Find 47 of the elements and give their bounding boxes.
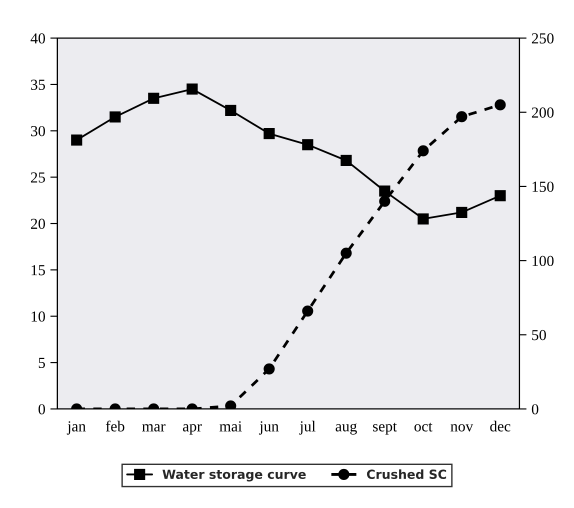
- y2-tick-label: 0: [532, 404, 538, 414]
- x-tick-label: mai: [220, 421, 242, 432]
- x-tick-label: sept: [373, 422, 397, 435]
- y-tick-label: 15: [32, 265, 45, 276]
- point: [225, 400, 236, 409]
- point: [186, 84, 198, 95]
- point: [379, 196, 390, 207]
- y-tick-label: 20: [30, 218, 46, 229]
- point: [110, 111, 121, 122]
- y-tick-label: 0: [38, 404, 46, 414]
- y-tick-label: 10: [32, 311, 46, 322]
- legend-label: Crushed SC: [366, 469, 446, 479]
- y-tick-label: 25: [30, 172, 45, 183]
- point: [456, 111, 468, 122]
- point: [71, 134, 82, 146]
- y-tick-label: 40: [30, 33, 46, 44]
- y-tick-label: 30: [31, 126, 46, 136]
- point: [418, 213, 429, 224]
- x-tick-label: oct: [414, 422, 432, 432]
- point: [379, 186, 390, 197]
- y-tick-label: 35: [31, 80, 45, 90]
- point: [340, 248, 352, 259]
- y2-tick-label: 150: [532, 182, 554, 192]
- x-tick-label: jun: [258, 421, 279, 435]
- y2-tick-label: 100: [532, 256, 554, 266]
- x-tick-label: aug: [336, 423, 357, 435]
- x-tick-label: dec: [490, 420, 510, 432]
- y2-tick-label: 250: [532, 33, 554, 44]
- x-tick-label: jan: [66, 421, 86, 435]
- point: [302, 139, 314, 150]
- legend-label: Water storage curve: [162, 470, 306, 482]
- y2-tick-label: 50: [532, 330, 546, 340]
- point: [225, 104, 236, 116]
- x-tick-label: nov: [450, 424, 474, 432]
- y2-tick-label: 200: [532, 107, 554, 118]
- point: [148, 92, 160, 104]
- point: [418, 145, 429, 156]
- point: [340, 154, 352, 166]
- x-tick-label: feb: [106, 420, 124, 432]
- x-tick-label: apr: [182, 424, 202, 435]
- x-tick-label: jul: [299, 420, 316, 435]
- point: [264, 128, 275, 140]
- point: [456, 206, 468, 218]
- x-tick-label: mar: [142, 424, 166, 432]
- point: [494, 99, 506, 110]
- y-tick-label: 5: [38, 358, 45, 368]
- point: [494, 190, 506, 202]
